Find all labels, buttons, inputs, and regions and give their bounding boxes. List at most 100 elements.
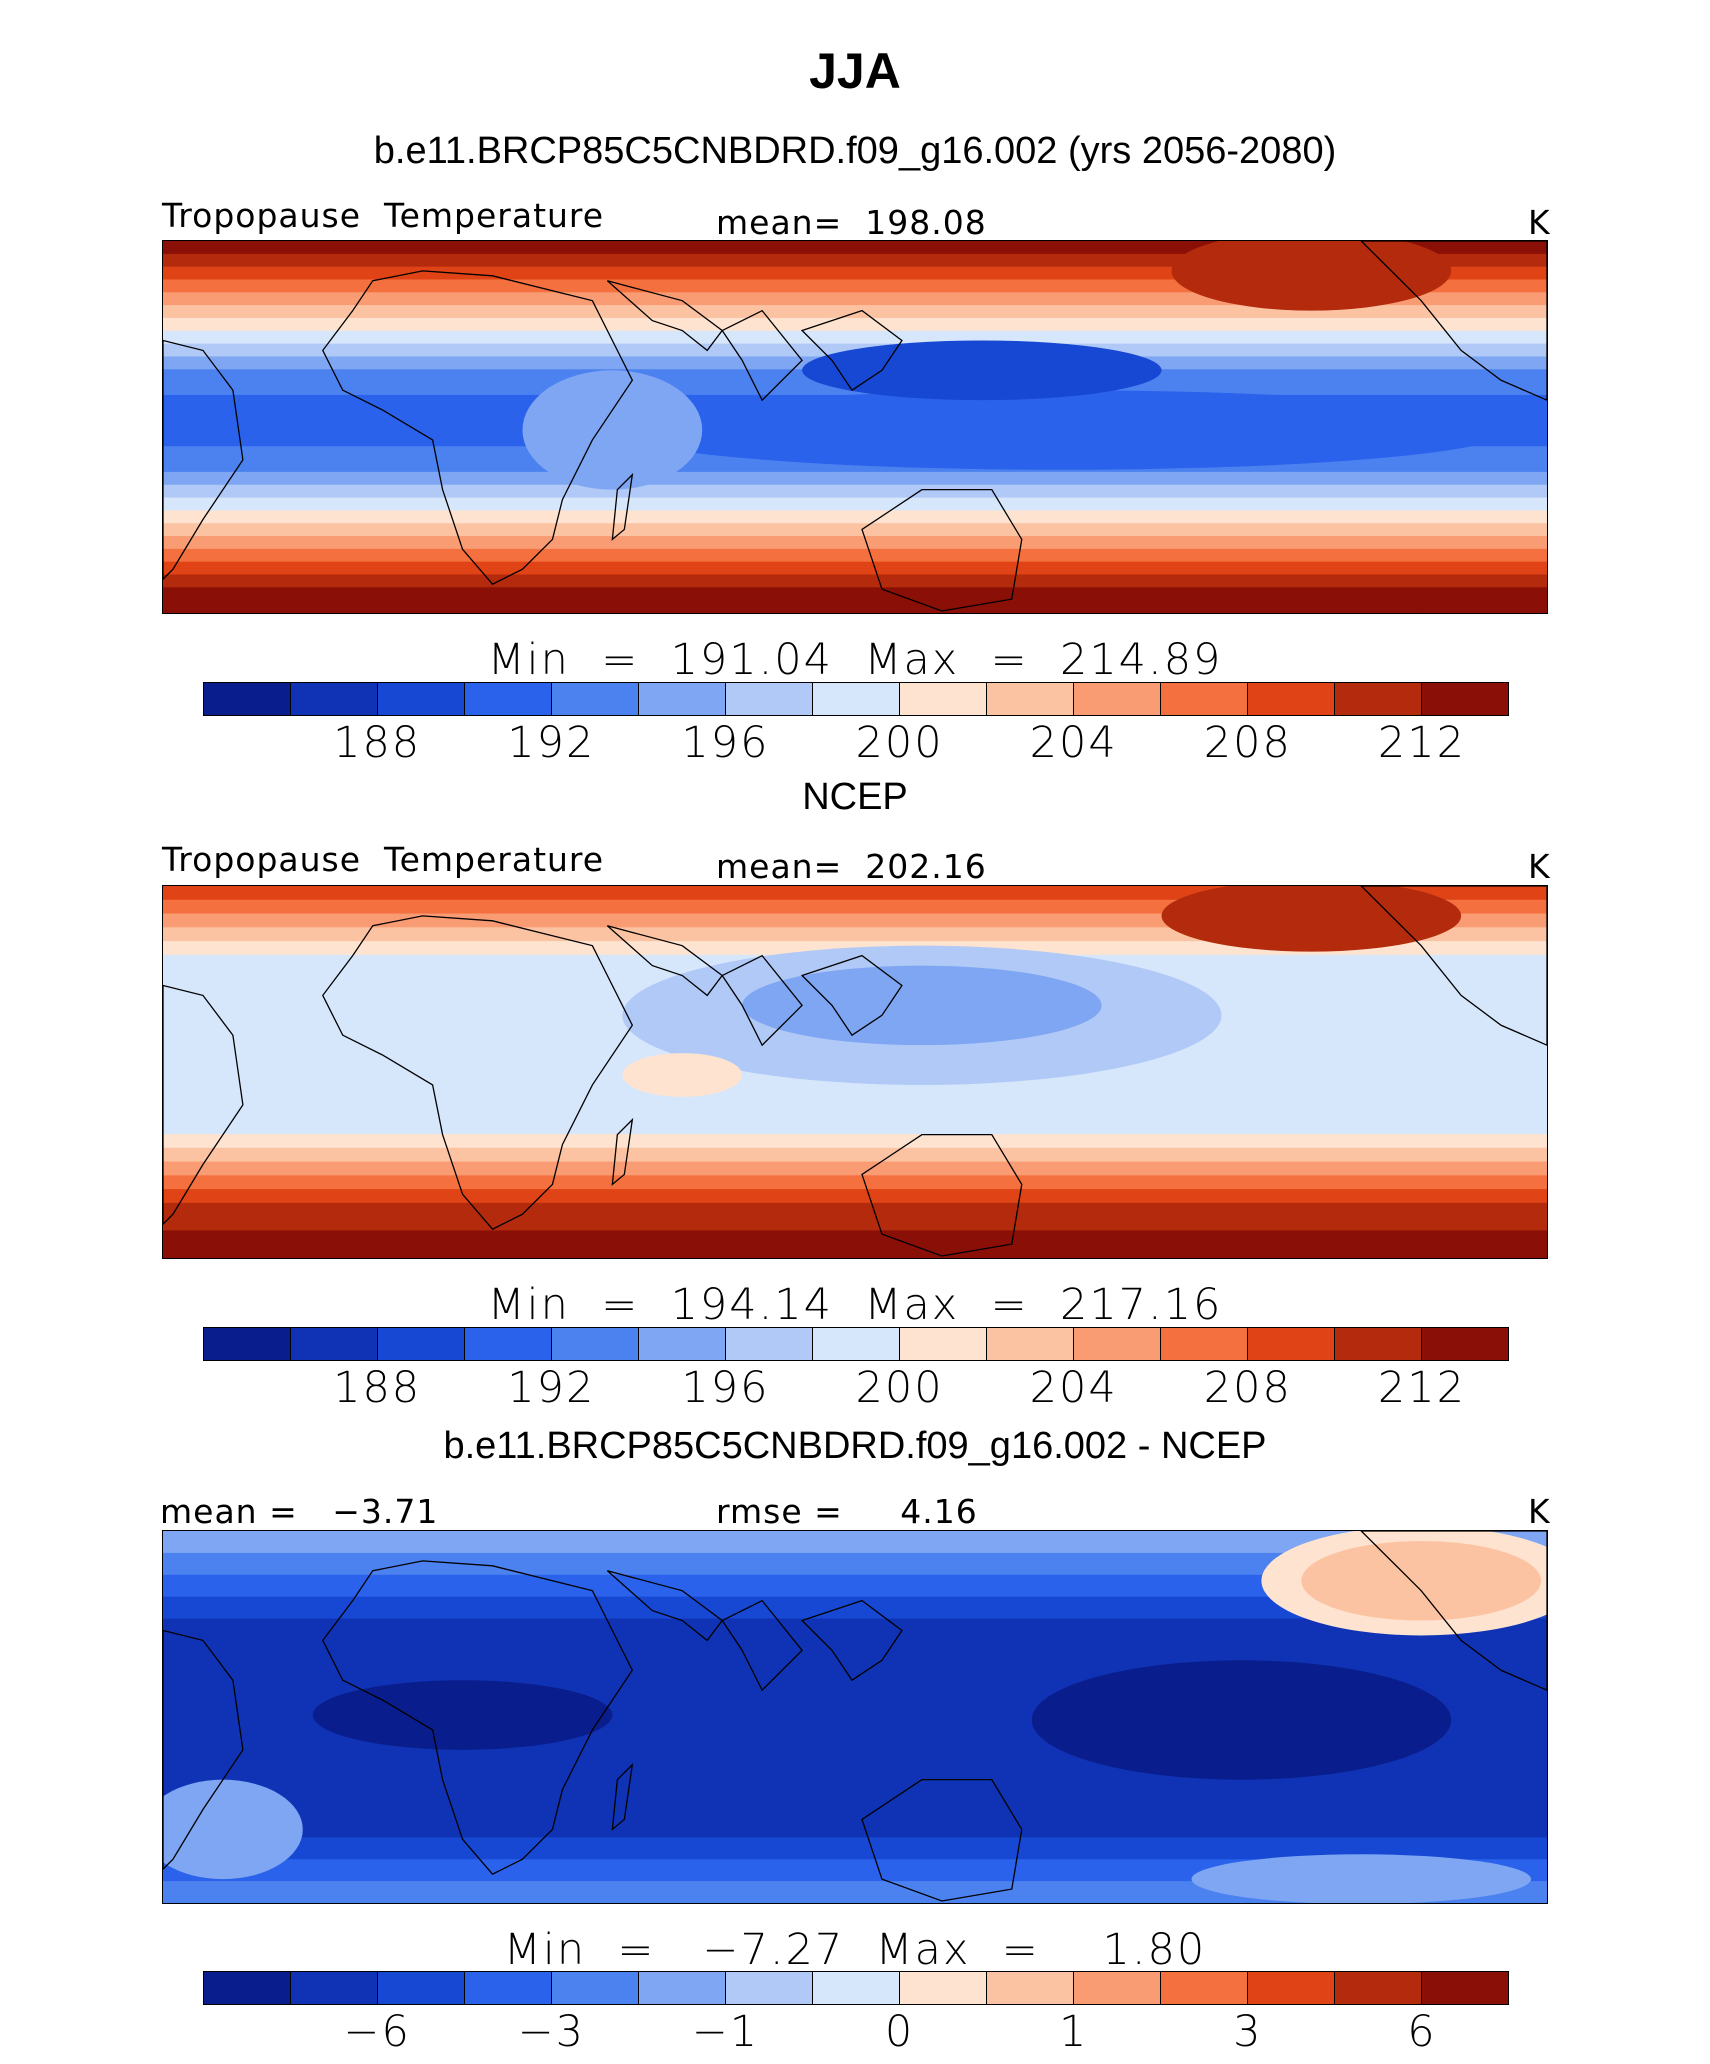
colorbar-segment bbox=[726, 683, 813, 715]
colorbar-tick-label: −1 bbox=[691, 2007, 760, 2057]
contour-band bbox=[163, 1092, 1547, 1108]
colorbar-tick-label: 196 bbox=[681, 718, 770, 768]
panel-3-title: b.e11.BRCP85C5CNBDRD.f09_g16.002 - NCEP bbox=[443, 1425, 1267, 1467]
panel-1-minmax: Min = 191.04 Max = 214.89 bbox=[487, 635, 1223, 685]
colorbar-tick-label: 212 bbox=[1377, 1363, 1466, 1413]
contour-band bbox=[163, 1771, 1547, 1795]
colorbar-segment bbox=[552, 1328, 639, 1360]
contour-band bbox=[163, 574, 1547, 589]
figure-title: JJA bbox=[809, 43, 901, 99]
colorbar-segment bbox=[1161, 1972, 1248, 2004]
contour-region bbox=[312, 1680, 613, 1750]
contour-band bbox=[163, 471, 1547, 486]
colorbar-segment bbox=[1335, 1328, 1422, 1360]
coastline bbox=[800, 954, 903, 1037]
panel-2-colorbar-ticks: 188 192 196 200 204 208 212 bbox=[203, 1363, 1509, 1413]
colorbar-segment bbox=[204, 683, 291, 715]
colorbar-segment bbox=[726, 1328, 813, 1360]
contour-region bbox=[622, 1053, 743, 1097]
contour-band bbox=[163, 317, 1547, 332]
colorbar-tick-label: 3 bbox=[1233, 2007, 1263, 2057]
panel-3-colorbar bbox=[203, 1971, 1509, 2005]
colorbar-tick-label: 200 bbox=[855, 718, 944, 768]
coastline bbox=[800, 1599, 903, 1682]
contour-field bbox=[163, 1531, 1547, 1903]
contour-region bbox=[1031, 1660, 1452, 1780]
coastline bbox=[606, 1570, 724, 1642]
colorbar-segment bbox=[813, 683, 900, 715]
coastline bbox=[1360, 1531, 1547, 1691]
contour-band bbox=[163, 305, 1547, 319]
colorbar-tick-label: 208 bbox=[1203, 718, 1292, 768]
panel-1-mean-label: mean= 198.08 bbox=[716, 203, 987, 242]
panel-2-colorbar bbox=[203, 1327, 1509, 1361]
contour-band bbox=[163, 1244, 1547, 1258]
colorbar-segment bbox=[204, 1972, 291, 2004]
colorbar-segment bbox=[987, 683, 1074, 715]
contour-region bbox=[612, 390, 1512, 470]
colorbar-tick-label: 204 bbox=[1029, 718, 1118, 768]
colorbar-segment bbox=[813, 1972, 900, 2004]
colorbar-segment bbox=[552, 683, 639, 715]
coastline bbox=[163, 339, 244, 581]
contour-band bbox=[163, 330, 1547, 345]
coastline bbox=[163, 984, 244, 1226]
contour-field bbox=[163, 241, 1547, 613]
colorbar-segment bbox=[291, 1972, 378, 2004]
colorbar-segment bbox=[552, 1972, 639, 2004]
colorbar-tick-label: −6 bbox=[343, 2007, 411, 2057]
colorbar-tick-label: 212 bbox=[1377, 718, 1466, 768]
colorbar-tick-label: 200 bbox=[855, 1363, 944, 1413]
contour-band bbox=[163, 1106, 1547, 1122]
contour-band bbox=[163, 1574, 1547, 1598]
contour-band bbox=[163, 523, 1547, 538]
contour-band bbox=[163, 548, 1547, 563]
colorbar-segment bbox=[900, 1328, 987, 1360]
contour-band bbox=[163, 561, 1547, 576]
colorbar-tick-label: 204 bbox=[1029, 1363, 1118, 1413]
coastline bbox=[721, 1599, 803, 1692]
colorbar-tick-label: 188 bbox=[333, 718, 422, 768]
contour-band bbox=[163, 1147, 1547, 1163]
panel-2-map bbox=[162, 885, 1548, 1259]
contour-region bbox=[802, 340, 1162, 401]
contour-band bbox=[163, 587, 1547, 602]
contour-region bbox=[522, 370, 703, 490]
panel-3-map bbox=[162, 1530, 1548, 1904]
colorbar-segment bbox=[204, 1328, 291, 1360]
colorbar-segment bbox=[1248, 683, 1335, 715]
panel-1-colorbar bbox=[203, 682, 1509, 716]
coastline bbox=[861, 489, 1023, 612]
colorbar-segment bbox=[378, 683, 465, 715]
colorbar-tick-label: 192 bbox=[507, 718, 596, 768]
colorbar-tick-label: −3 bbox=[517, 2007, 585, 2057]
contour-band bbox=[163, 292, 1547, 307]
colorbar-segment bbox=[465, 1328, 552, 1360]
colorbar-tick-label: 6 bbox=[1407, 2007, 1437, 2057]
contour-region bbox=[1301, 1540, 1542, 1621]
colorbar-segment bbox=[291, 1328, 378, 1360]
contour-band bbox=[163, 1837, 1547, 1861]
colorbar-tick-label: 1 bbox=[1058, 2007, 1089, 2057]
contour-band bbox=[163, 1618, 1547, 1642]
panel-3-mean-label: mean = −3.71 bbox=[160, 1492, 439, 1531]
coastline bbox=[322, 270, 634, 585]
coastline bbox=[322, 915, 634, 1230]
contour-region bbox=[1161, 886, 1462, 952]
panel-2-units-label: K bbox=[1528, 847, 1551, 886]
colorbar-segment bbox=[639, 1328, 726, 1360]
panel-1-map bbox=[162, 240, 1548, 614]
contour-region bbox=[742, 965, 1102, 1046]
colorbar-segment bbox=[465, 683, 552, 715]
colorbar-segment bbox=[1161, 683, 1248, 715]
colorbar-segment bbox=[1074, 1972, 1161, 2004]
colorbar-segment bbox=[1248, 1972, 1335, 2004]
coastline bbox=[1360, 241, 1547, 401]
coastline bbox=[611, 472, 634, 541]
panel-2-mean-label: mean= 202.16 bbox=[716, 847, 987, 886]
panel-2-minmax: Min = 194.14 Max = 217.16 bbox=[487, 1280, 1223, 1330]
contour-band bbox=[163, 1161, 1547, 1177]
colorbar-segment bbox=[900, 1972, 987, 2004]
contour-band bbox=[163, 1120, 1547, 1135]
contour-band bbox=[163, 484, 1547, 499]
